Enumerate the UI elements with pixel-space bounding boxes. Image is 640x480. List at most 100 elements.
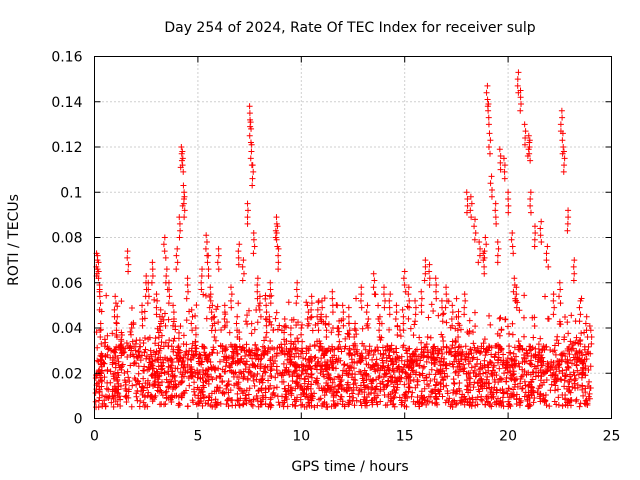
data-point — [573, 396, 580, 403]
data-point — [550, 311, 557, 318]
data-point — [486, 312, 493, 319]
data-point — [438, 355, 445, 362]
data-point — [328, 384, 335, 391]
data-point — [278, 372, 285, 379]
data-point — [329, 309, 336, 316]
data-point — [285, 299, 292, 306]
data-point — [363, 322, 370, 329]
data-point — [112, 360, 119, 367]
data-point — [370, 284, 377, 291]
data-point — [268, 292, 275, 299]
data-point — [409, 367, 416, 374]
data-point — [250, 250, 257, 257]
data-point — [416, 403, 423, 410]
data-point — [162, 339, 169, 346]
data-point — [168, 398, 175, 405]
data-point — [564, 227, 571, 234]
data-point — [481, 254, 488, 261]
data-point — [158, 332, 165, 339]
data-point — [506, 330, 513, 337]
data-point — [500, 389, 507, 396]
data-point — [500, 155, 507, 162]
data-point — [439, 318, 446, 325]
data-point — [140, 375, 147, 382]
data-point — [443, 349, 450, 356]
data-point — [240, 400, 247, 407]
data-point — [97, 334, 104, 341]
data-point — [457, 326, 464, 333]
data-point — [126, 378, 133, 385]
data-point — [358, 291, 365, 298]
data-point — [103, 385, 110, 392]
data-point — [228, 291, 235, 298]
data-point — [571, 270, 578, 277]
data-point — [359, 375, 366, 382]
data-point — [426, 268, 433, 275]
data-point — [92, 390, 99, 397]
data-point — [483, 349, 490, 356]
data-point — [544, 243, 551, 250]
data-point — [345, 320, 352, 327]
data-point — [345, 313, 352, 320]
data-point — [328, 329, 335, 336]
data-point — [569, 341, 576, 348]
data-point — [405, 284, 412, 291]
data-point — [95, 358, 102, 365]
data-point — [312, 354, 319, 361]
data-point — [346, 400, 353, 407]
data-point — [384, 382, 391, 389]
data-point — [400, 313, 407, 320]
data-point — [118, 344, 125, 351]
data-point — [488, 173, 495, 180]
data-point — [245, 369, 252, 376]
data-point — [262, 295, 269, 302]
data-point — [352, 327, 359, 334]
data-point — [571, 257, 578, 264]
data-point — [139, 302, 146, 309]
data-point — [464, 202, 471, 209]
data-point — [507, 390, 514, 397]
data-point — [114, 378, 121, 385]
data-point — [316, 347, 323, 354]
data-point — [289, 387, 296, 394]
data-point — [410, 376, 417, 383]
data-point — [517, 94, 524, 101]
data-point — [234, 327, 241, 334]
data-point — [161, 310, 168, 317]
data-point — [215, 252, 222, 259]
data-point — [412, 318, 419, 325]
data-point — [308, 300, 315, 307]
data-point — [118, 336, 125, 343]
data-point — [266, 313, 273, 320]
data-point — [158, 339, 165, 346]
data-point — [166, 337, 173, 344]
data-point — [479, 397, 486, 404]
data-point — [467, 375, 474, 382]
data-point — [337, 378, 344, 385]
data-point — [439, 311, 446, 318]
data-point — [405, 291, 412, 298]
data-point — [135, 363, 142, 370]
data-point — [251, 351, 258, 358]
data-point — [531, 236, 538, 243]
data-point — [337, 357, 344, 364]
data-point — [210, 346, 217, 353]
data-point — [304, 322, 311, 329]
data-point — [168, 343, 175, 350]
data-point — [318, 355, 325, 362]
data-point — [472, 229, 479, 236]
data-point — [570, 263, 577, 270]
data-point — [386, 326, 393, 333]
data-point — [175, 400, 182, 407]
data-point — [114, 389, 121, 396]
data-point — [571, 356, 578, 363]
data-point — [501, 370, 508, 377]
data-point — [125, 388, 132, 395]
data-point — [401, 268, 408, 275]
data-point — [130, 319, 137, 326]
grid-layer — [94, 56, 612, 419]
data-point — [157, 320, 164, 327]
data-point — [268, 373, 275, 380]
data-point — [531, 243, 538, 250]
data-point — [542, 369, 549, 376]
